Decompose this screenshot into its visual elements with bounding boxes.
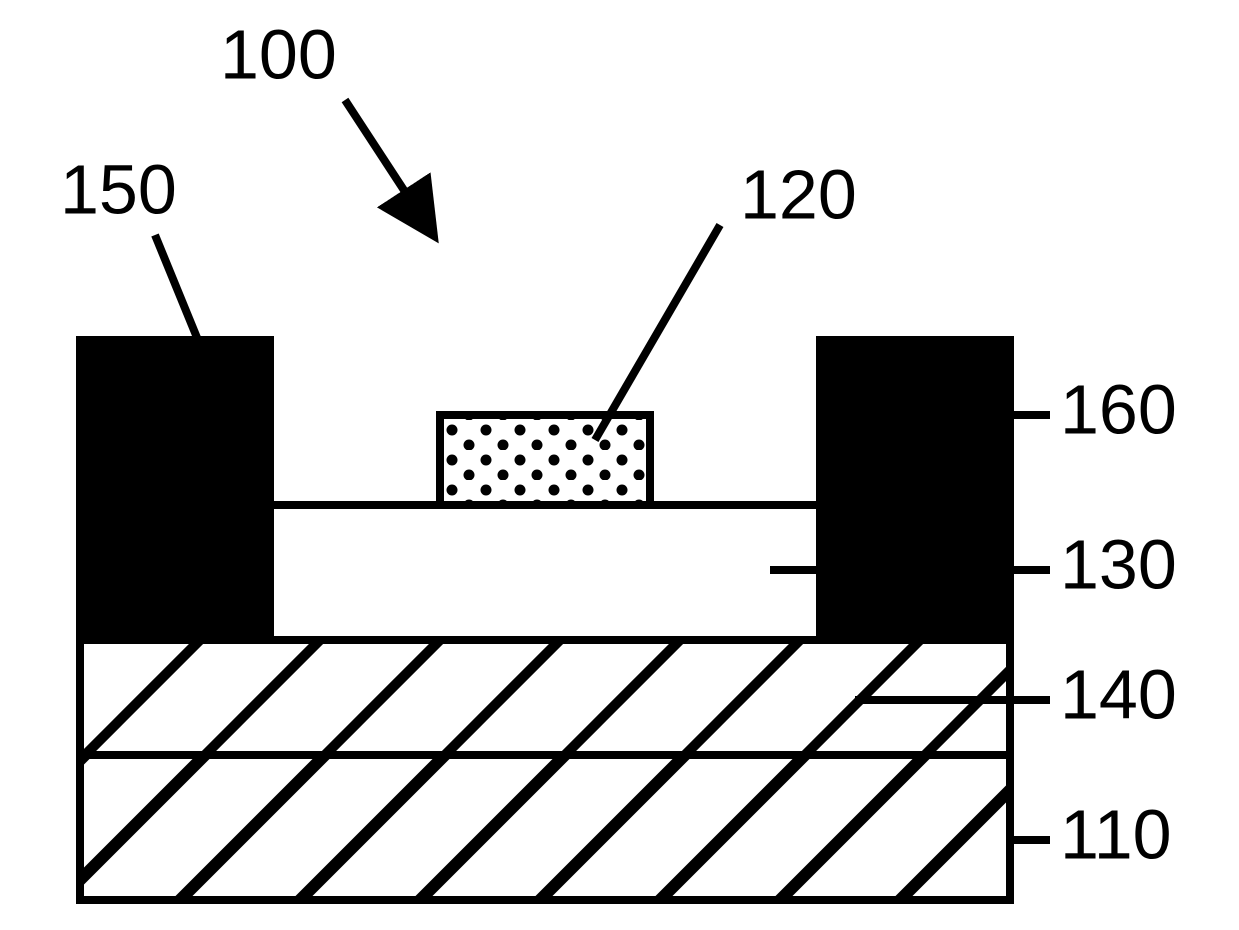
layer-110-substrate — [80, 755, 1010, 900]
label-130: 130 — [1060, 525, 1177, 603]
layer-130-mesa — [270, 505, 820, 640]
cross-section-diagram: 100 150 120 160 130 140 110 — [0, 0, 1239, 930]
leader-120 — [595, 225, 720, 440]
label-140: 140 — [1060, 655, 1177, 733]
layer-150-left-pillar — [80, 340, 270, 640]
layer-120-cap — [440, 415, 650, 505]
leader-150 — [155, 235, 200, 345]
label-100: 100 — [220, 15, 337, 93]
label-110: 110 — [1060, 795, 1172, 873]
label-150: 150 — [60, 150, 177, 228]
layer-160-right-pillar — [820, 340, 1010, 640]
label-160: 160 — [1060, 370, 1177, 448]
label-120: 120 — [740, 155, 857, 233]
leader-100 — [345, 100, 430, 230]
